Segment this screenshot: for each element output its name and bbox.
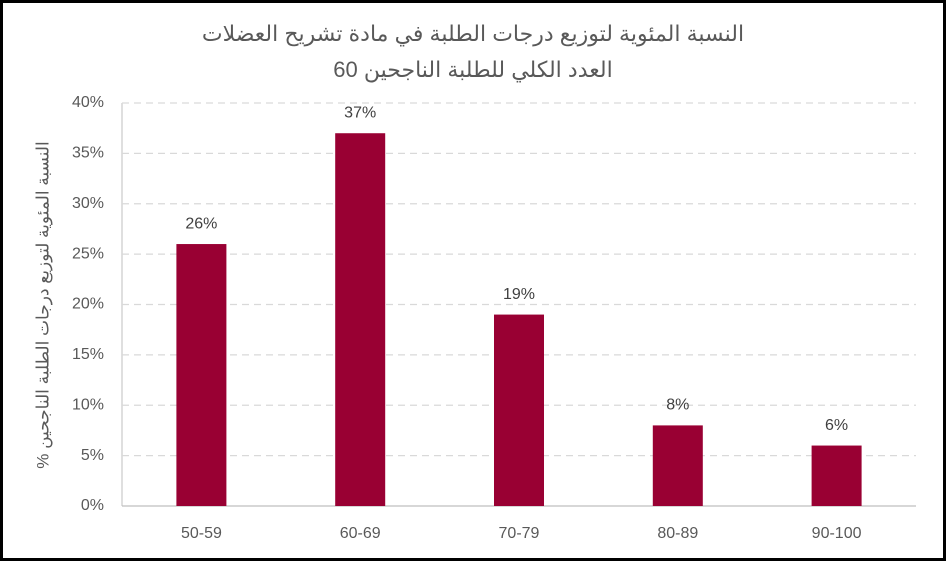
chart-title: النسبة المئوية لتوزيع درجات الطلبة في ما… — [202, 21, 744, 47]
bar — [652, 425, 703, 506]
data-label: 26% — [185, 215, 217, 232]
x-tick-label: 70-79 — [499, 525, 540, 542]
bar — [811, 445, 862, 506]
x-tick-label: 80-89 — [657, 525, 698, 542]
chart-subtitle: العدد الكلي للطلبة الناجحين 60 — [333, 57, 612, 83]
data-label: 8% — [666, 397, 689, 414]
bar — [335, 133, 386, 506]
y-tick-label: 0% — [81, 497, 104, 514]
bar — [494, 314, 544, 506]
data-label: 6% — [825, 417, 848, 434]
y-tick-label: 20% — [72, 296, 104, 313]
y-tick-label: 40% — [72, 94, 104, 111]
y-tick-label: 35% — [72, 145, 104, 162]
y-tick-label: 10% — [72, 396, 104, 413]
y-tick-label: 15% — [72, 346, 104, 363]
data-label: 37% — [344, 104, 376, 121]
data-label: 19% — [503, 286, 535, 303]
y-tick-label: 25% — [72, 245, 104, 262]
y-axis-label: النسبة المئوية لتوزيع درجات الطلبة الناج… — [33, 141, 53, 468]
x-tick-label: 90-100 — [812, 525, 862, 542]
x-tick-label: 50-59 — [181, 525, 222, 542]
y-tick-label: 30% — [72, 195, 104, 212]
x-tick-label: 60-69 — [340, 525, 381, 542]
bar — [176, 244, 227, 507]
y-tick-label: 5% — [81, 447, 104, 464]
